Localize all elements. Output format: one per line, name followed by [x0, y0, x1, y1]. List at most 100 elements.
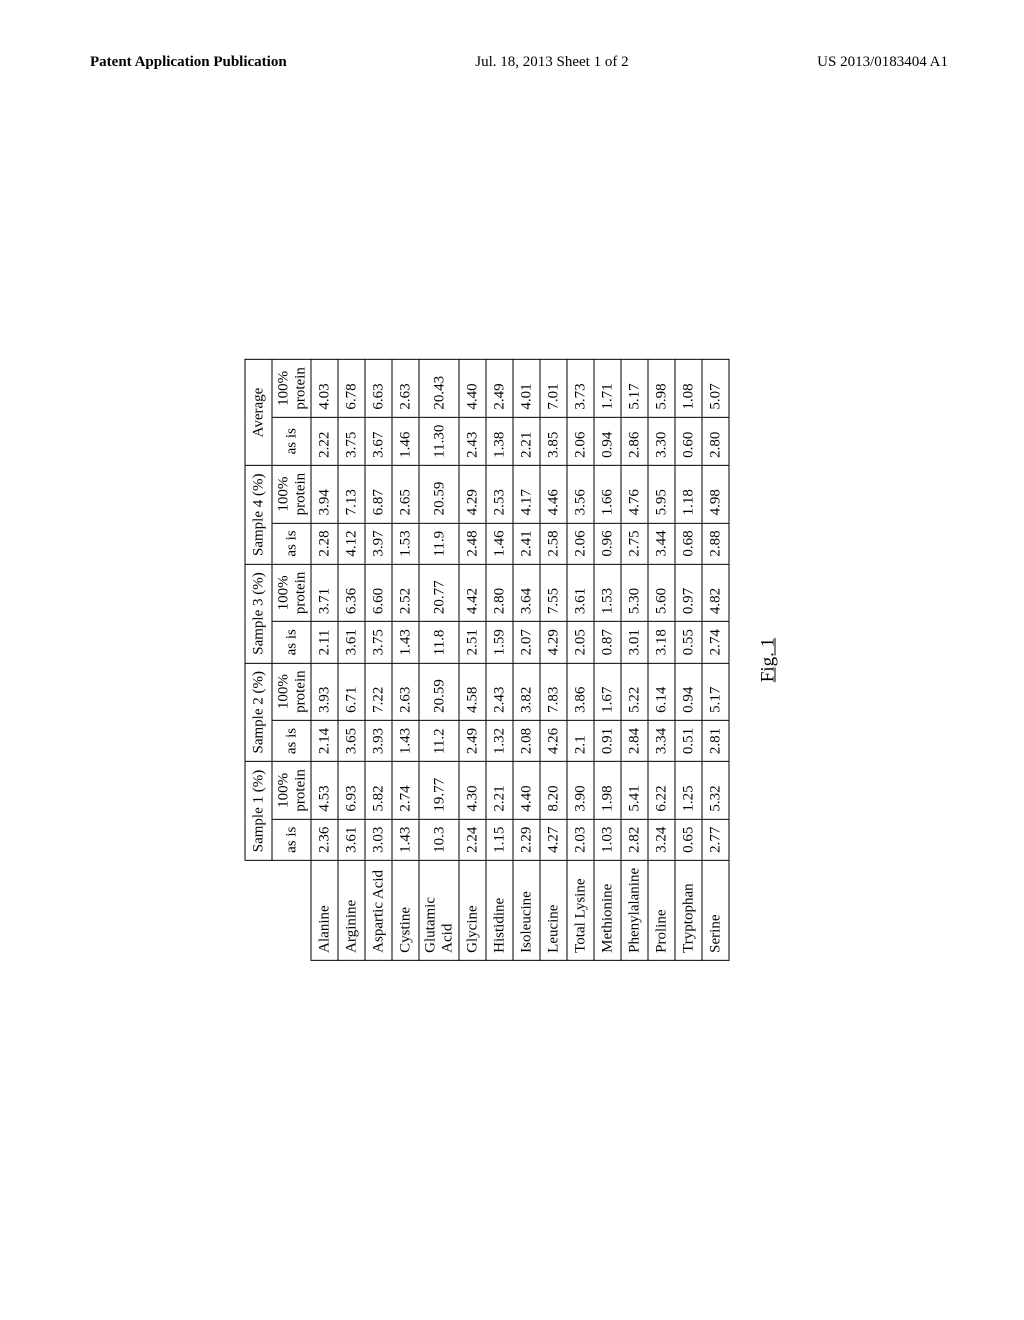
data-cell: 2.86	[621, 417, 648, 465]
sub-header: as is	[272, 819, 311, 860]
data-cell: 20.77	[419, 564, 459, 622]
data-cell: 2.65	[392, 465, 419, 523]
data-cell: 1.15	[486, 819, 513, 860]
group-header: Sample 1 (%)	[245, 762, 272, 861]
data-cell: 2.43	[486, 663, 513, 721]
data-cell: 0.96	[594, 523, 621, 564]
data-cell: 1.43	[392, 720, 419, 761]
row-label: Proline	[648, 860, 675, 960]
data-cell: 1.03	[594, 819, 621, 860]
data-cell: 0.51	[675, 720, 702, 761]
sub-header: 100%protein	[272, 465, 311, 523]
header-right: US 2013/0183404 A1	[817, 54, 948, 71]
data-cell: 1.25	[675, 762, 702, 820]
data-cell: 7.83	[540, 663, 567, 721]
data-cell: 2.74	[392, 762, 419, 820]
data-cell: 0.87	[594, 622, 621, 663]
row-label: Tryptophan	[675, 860, 702, 960]
data-cell: 5.60	[648, 564, 675, 622]
data-cell: 2.21	[486, 762, 513, 820]
data-cell: 3.64	[513, 564, 540, 622]
data-cell: 6.22	[648, 762, 675, 820]
data-cell: 0.68	[675, 523, 702, 564]
data-cell: 0.91	[594, 720, 621, 761]
data-cell: 2.58	[540, 523, 567, 564]
data-cell: 5.95	[648, 465, 675, 523]
table-row: Glutamic Acid10.319.7711.220.5911.820.77…	[419, 360, 459, 961]
figure-caption: Fig. 1	[758, 638, 780, 682]
data-cell: 2.21	[513, 417, 540, 465]
data-cell: 2.29	[513, 819, 540, 860]
data-cell: 2.43	[459, 417, 486, 465]
data-cell: 1.53	[392, 523, 419, 564]
row-label: Aspartic Acid	[365, 860, 392, 960]
row-label: Total Lysine	[567, 860, 594, 960]
data-cell: 7.01	[540, 360, 567, 418]
row-label: Glycine	[459, 860, 486, 960]
table-row: Total Lysine2.033.902.13.862.053.612.063…	[567, 360, 594, 961]
data-cell: 3.85	[540, 417, 567, 465]
table-row: Isoleucine2.294.402.083.822.073.642.414.…	[513, 360, 540, 961]
data-cell: 11.9	[419, 523, 459, 564]
data-cell: 0.60	[675, 417, 702, 465]
data-cell: 3.65	[338, 720, 365, 761]
data-cell: 10.3	[419, 819, 459, 860]
data-cell: 2.88	[702, 523, 729, 564]
data-cell: 3.93	[365, 720, 392, 761]
data-cell: 5.32	[702, 762, 729, 820]
data-cell: 3.56	[567, 465, 594, 523]
data-cell: 2.11	[311, 622, 338, 663]
data-cell: 0.55	[675, 622, 702, 663]
data-cell: 3.61	[567, 564, 594, 622]
data-cell: 3.03	[365, 819, 392, 860]
data-cell: 0.65	[675, 819, 702, 860]
data-cell: 2.74	[702, 622, 729, 663]
table-row: Glycine2.244.302.494.582.514.422.484.292…	[459, 360, 486, 961]
amino-acid-table: Sample 1 (%) Sample 2 (%) Sample 3 (%) S…	[245, 359, 730, 961]
data-cell: 3.75	[338, 417, 365, 465]
table-row: Alanine2.364.532.143.932.113.712.283.942…	[311, 360, 338, 961]
data-cell: 1.67	[594, 663, 621, 721]
data-cell: 4.29	[540, 622, 567, 663]
data-cell: 11.8	[419, 622, 459, 663]
data-cell: 2.36	[311, 819, 338, 860]
data-cell: 3.82	[513, 663, 540, 721]
data-cell: 4.58	[459, 663, 486, 721]
data-cell: 2.14	[311, 720, 338, 761]
group-header: Sample 4 (%)	[245, 465, 272, 564]
group-header: Average	[245, 360, 272, 466]
data-cell: 2.07	[513, 622, 540, 663]
data-cell: 2.81	[702, 720, 729, 761]
data-cell: 4.30	[459, 762, 486, 820]
table-row: Histidine1.152.211.322.431.592.801.462.5…	[486, 360, 513, 961]
sub-header: as is	[272, 523, 311, 564]
table-row: Proline3.246.223.346.143.185.603.445.953…	[648, 360, 675, 961]
data-cell: 11.30	[419, 417, 459, 465]
row-label: Histidine	[486, 860, 513, 960]
data-cell: 4.29	[459, 465, 486, 523]
data-cell: 2.41	[513, 523, 540, 564]
data-cell: 4.42	[459, 564, 486, 622]
data-cell: 6.93	[338, 762, 365, 820]
data-cell: 5.22	[621, 663, 648, 721]
data-cell: 2.06	[567, 417, 594, 465]
data-cell: 1.71	[594, 360, 621, 418]
data-cell: 4.26	[540, 720, 567, 761]
data-cell: 2.49	[459, 720, 486, 761]
data-cell: 2.28	[311, 523, 338, 564]
data-cell: 6.78	[338, 360, 365, 418]
data-cell: 2.08	[513, 720, 540, 761]
data-cell: 1.38	[486, 417, 513, 465]
data-cell: 3.90	[567, 762, 594, 820]
data-cell: 6.14	[648, 663, 675, 721]
figure-container: Sample 1 (%) Sample 2 (%) Sample 3 (%) S…	[245, 359, 780, 961]
data-cell: 6.87	[365, 465, 392, 523]
table-row: Tryptophan0.651.250.510.940.550.970.681.…	[675, 360, 702, 961]
data-cell: 20.59	[419, 663, 459, 721]
sub-header: 100%protein	[272, 360, 311, 418]
row-label: Glutamic Acid	[419, 860, 459, 960]
data-cell: 8.20	[540, 762, 567, 820]
row-label: Phenylalanine	[621, 860, 648, 960]
data-cell: 1.18	[675, 465, 702, 523]
corner-cell	[245, 860, 311, 960]
